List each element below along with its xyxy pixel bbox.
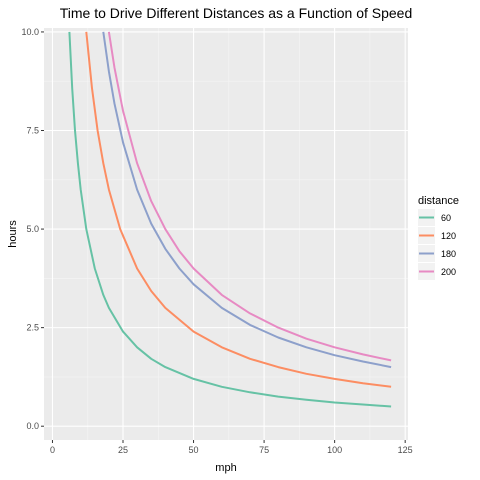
x-axis-title: mph: [215, 462, 236, 474]
y-axis-ticks: 0.0 2.5 5.0 7.5 10.0: [21, 27, 44, 431]
legend-label-120: 120: [441, 231, 456, 241]
chart-title: Time to Drive Different Distances as a F…: [60, 5, 413, 21]
legend-label-180: 180: [441, 249, 456, 259]
major-gridlines: [44, 28, 408, 440]
x-tick-label: 0: [50, 445, 55, 455]
x-axis-ticks: 0 25 50 75 100 125: [50, 440, 413, 455]
minor-gridlines: [44, 28, 408, 440]
x-tick-label: 50: [189, 445, 199, 455]
legend-title: distance: [418, 195, 459, 207]
series-lines: [68, 31, 392, 408]
y-tick-label: 0.0: [26, 421, 39, 431]
y-tick-label: 5.0: [26, 224, 39, 234]
y-axis-title: hours: [7, 220, 19, 248]
series-line-120: [85, 31, 392, 388]
y-tick-label: 7.5: [26, 126, 39, 136]
x-tick-label: 125: [398, 445, 413, 455]
series-line-60: [68, 31, 392, 408]
x-tick-label: 100: [327, 445, 342, 455]
y-tick-label: 10.0: [21, 27, 39, 37]
legend-label-60: 60: [441, 213, 451, 223]
series-line-200: [107, 31, 392, 362]
series-line-180: [102, 31, 392, 369]
x-tick-label: 75: [259, 445, 269, 455]
plot-panel: [44, 28, 408, 440]
x-tick-label: 25: [118, 445, 128, 455]
y-tick-label: 2.5: [26, 323, 39, 333]
legend: distance 60 120 180 200: [418, 195, 459, 280]
legend-label-200: 200: [441, 267, 456, 277]
